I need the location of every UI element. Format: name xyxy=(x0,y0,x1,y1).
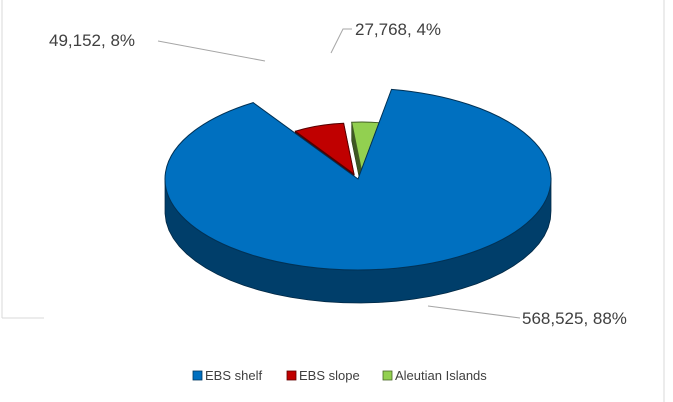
leader-lines xyxy=(157,28,521,319)
legend-label-aleutian-islands: Aleutian Islands xyxy=(395,368,487,383)
pie-slice-top xyxy=(294,122,355,176)
pie-slice-top xyxy=(164,88,552,271)
leader-line-ebs-slope xyxy=(157,40,266,62)
legend-swatch-ebs-slope xyxy=(286,370,297,381)
leader-line-aleutian-islands xyxy=(330,28,352,54)
data-label-aleutian-islands: 27,768, 4% xyxy=(355,20,441,39)
legend: EBS shelf EBS slope Aleutian Islands xyxy=(192,368,487,383)
legend-label-ebs-shelf: EBS shelf xyxy=(205,368,262,383)
legend-swatch-ebs-shelf xyxy=(192,370,203,381)
pie-slices xyxy=(164,88,552,304)
legend-swatch-aleutian-islands xyxy=(382,370,393,381)
legend-label-ebs-slope: EBS slope xyxy=(299,368,360,383)
pie-slice-ebs-shelf xyxy=(164,88,552,304)
data-label-ebs-slope: 49,152, 8% xyxy=(49,31,135,50)
leader-line-ebs-shelf xyxy=(427,305,521,319)
data-label-ebs-shelf: 568,525, 88% xyxy=(522,309,627,328)
